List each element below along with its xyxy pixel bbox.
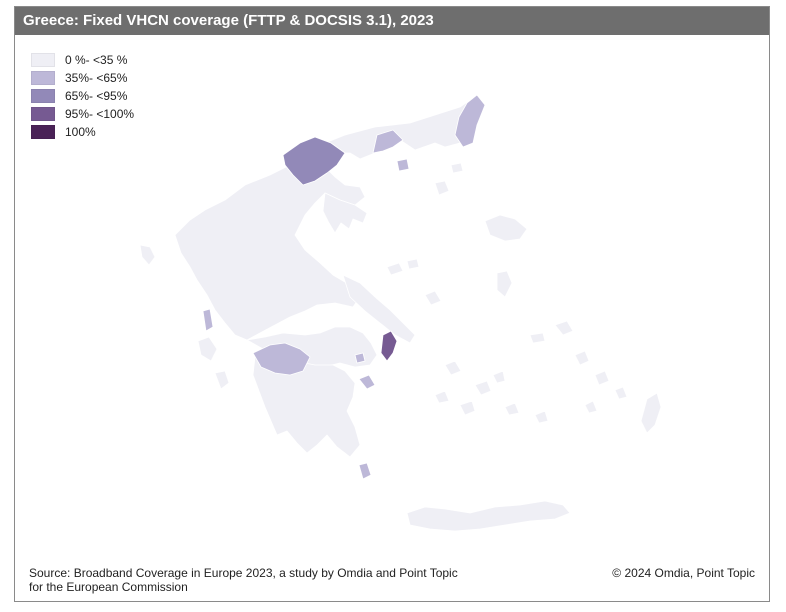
source-line-1: Source: Broadband Coverage in Europe 202… bbox=[29, 566, 458, 580]
crete bbox=[406, 500, 571, 532]
thasos-samothraki bbox=[434, 162, 464, 196]
region-kythira bbox=[358, 462, 372, 480]
map-frame: Greece: Fixed VHCN coverage (FTTP & DOCS… bbox=[14, 6, 770, 602]
greece-map bbox=[139, 94, 662, 532]
legend-item-4: 100% bbox=[31, 123, 134, 141]
halkidiki bbox=[322, 192, 368, 234]
region-drama bbox=[372, 129, 404, 154]
legend-label-0: 0 %- <35 % bbox=[65, 53, 128, 67]
corfu bbox=[139, 244, 156, 266]
source-line-2: for the European Commission bbox=[29, 580, 188, 594]
region-thessaloniki bbox=[282, 136, 346, 186]
legend-item-2: 65%- <95% bbox=[31, 87, 134, 105]
legend-swatch-2 bbox=[31, 89, 55, 103]
mainland-north bbox=[174, 94, 486, 341]
region-achaia bbox=[252, 342, 311, 376]
legend-item-0: 0 %- <35 % bbox=[31, 51, 134, 69]
legend-label-2: 65%- <95% bbox=[65, 89, 128, 103]
samos-icaria bbox=[529, 320, 574, 344]
map-title: Greece: Fixed VHCN coverage (FTTP & DOCS… bbox=[23, 12, 434, 29]
rhodes bbox=[640, 392, 662, 434]
lesvos bbox=[484, 214, 528, 242]
legend-swatch-1 bbox=[31, 71, 55, 85]
region-evros bbox=[454, 94, 486, 148]
legend-item-1: 35%- <65% bbox=[31, 69, 134, 87]
legend-swatch-3 bbox=[31, 107, 55, 121]
source-note: Source: Broadband Coverage in Europe 202… bbox=[29, 566, 458, 594]
legend-label-1: 35%- <65% bbox=[65, 71, 128, 85]
sporades bbox=[386, 258, 420, 276]
dodecanese bbox=[574, 350, 628, 414]
title-bar: Greece: Fixed VHCN coverage (FTTP & DOCS… bbox=[15, 7, 769, 35]
legend-swatch-4 bbox=[31, 125, 55, 139]
region-lefkada bbox=[202, 308, 214, 332]
skyros bbox=[424, 290, 442, 306]
legend-item-3: 95%- <100% bbox=[31, 105, 134, 123]
zakynthos bbox=[214, 370, 230, 390]
legend-label-3: 95%- <100% bbox=[65, 107, 135, 121]
cyclades-1 bbox=[434, 360, 549, 424]
region-kavala-small bbox=[396, 158, 410, 172]
legend-label-4: 100% bbox=[65, 125, 96, 139]
legend: 0 %- <35 % 35%- <65% 65%- <95% 95%- <100… bbox=[31, 51, 134, 141]
region-attica bbox=[380, 330, 398, 362]
legend-swatch-0 bbox=[31, 53, 55, 67]
evia bbox=[342, 274, 416, 344]
copyright-note: © 2024 Omdia, Point Topic bbox=[612, 566, 755, 580]
region-piraeus-islands bbox=[354, 352, 376, 390]
peloponnese bbox=[252, 352, 361, 458]
chios bbox=[496, 270, 513, 298]
kefalonia bbox=[197, 336, 218, 362]
